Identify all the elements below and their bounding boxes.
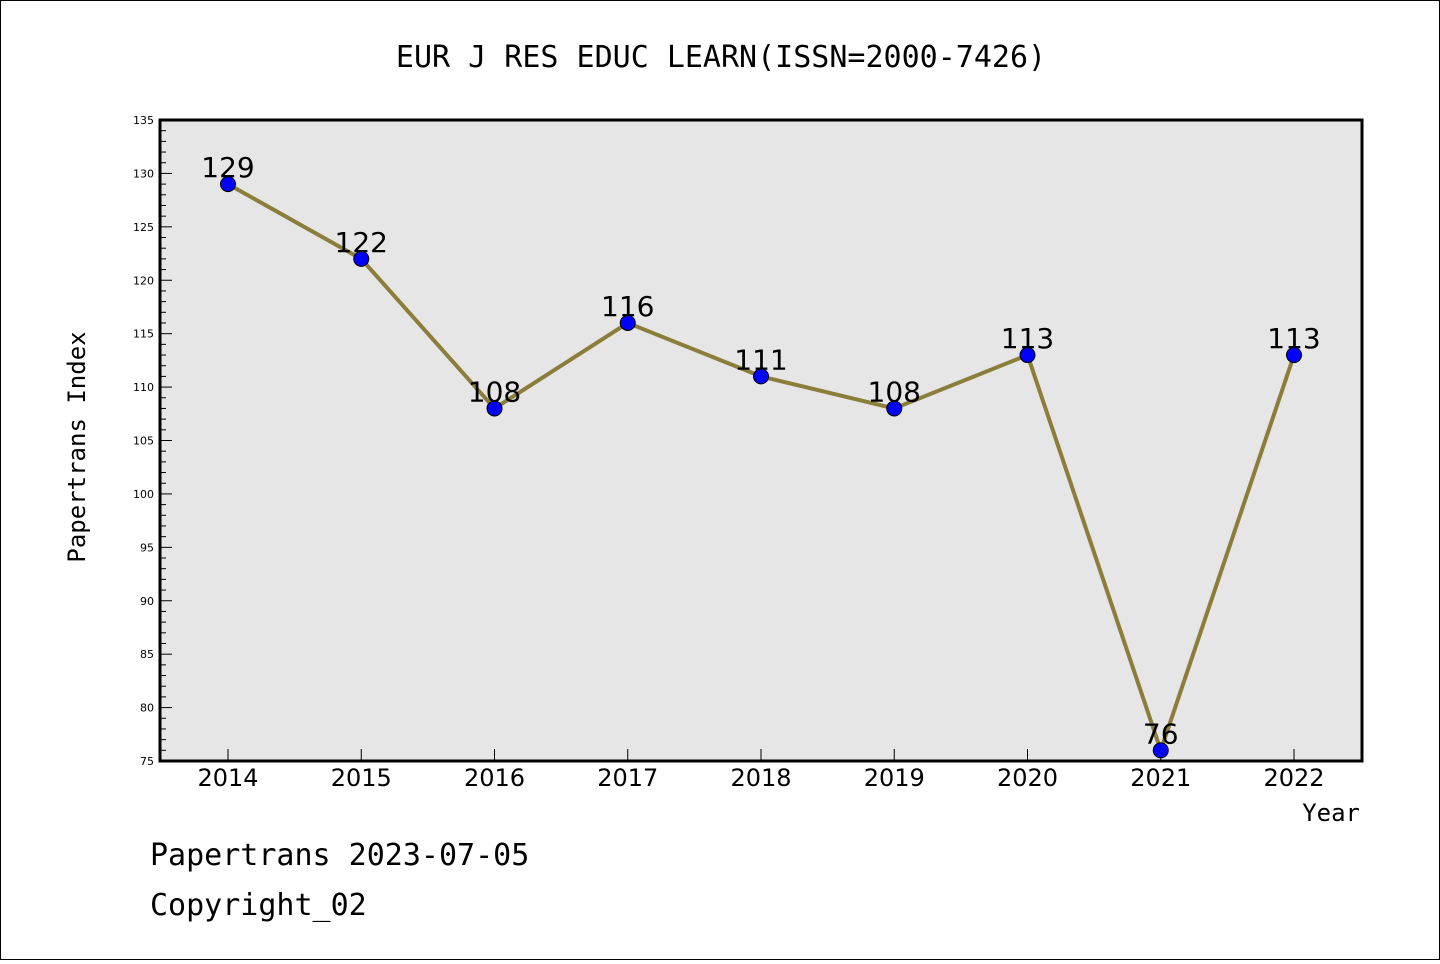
y-tick-label: 115: [133, 328, 154, 341]
data-label: 108: [868, 375, 921, 408]
series-layer: 129 122 108 116 111 108 113 76 113: [201, 151, 1321, 759]
y-tick-label: 80: [140, 702, 154, 715]
y-tick-label: 90: [140, 595, 154, 608]
x-tick-label: 2015: [331, 764, 392, 792]
data-label: 108: [468, 375, 521, 408]
y-tick-label: 135: [133, 114, 154, 127]
data-label: 111: [734, 343, 787, 376]
y-axis-label: Papertrans Index: [63, 331, 91, 562]
data-label: 113: [1001, 322, 1054, 355]
y-tick-label: 125: [133, 221, 154, 234]
y-tick-label: 120: [133, 274, 154, 287]
x-tick-label: 2020: [997, 764, 1058, 792]
data-point: [353, 250, 370, 267]
data-label: 113: [1267, 322, 1320, 355]
data-point: [1019, 347, 1036, 364]
y-tick-label: 105: [133, 435, 154, 448]
y-tick-label: 75: [140, 755, 154, 768]
data-point: [753, 368, 769, 385]
x-tick-label: 2017: [597, 764, 658, 792]
data-label: 129: [201, 151, 254, 184]
y-tick-label: 85: [140, 648, 154, 661]
data-label: 76: [1143, 717, 1179, 750]
y-axis: 75 80 85 90 95 100 105 110 115 120 125 130 135: [133, 114, 172, 768]
x-tick-label: 2016: [464, 764, 525, 792]
footer-copyright-label: Copyright_02: [150, 888, 367, 923]
data-point: [220, 176, 236, 193]
footer-date-label: Papertrans 2023-07-05: [150, 838, 529, 873]
data-point: [486, 400, 503, 417]
data-point: [1152, 742, 1169, 759]
y-tick-label: 130: [133, 167, 154, 180]
data-point: [1286, 347, 1302, 364]
x-tick-label: 2019: [864, 764, 925, 792]
x-axis-label: Year: [1302, 799, 1360, 827]
plot-area: [158, 118, 1364, 763]
y-tick-label: 95: [140, 541, 154, 554]
data-point: [619, 314, 636, 331]
data-label: 116: [601, 290, 654, 323]
data-point: [886, 400, 903, 417]
x-tick-label: 2014: [197, 764, 258, 792]
x-tick-label: 2022: [1263, 764, 1324, 792]
x-tick-label: 2021: [1130, 764, 1191, 792]
y-tick-label: 110: [133, 381, 154, 394]
x-axis: 2014 2015 2016 2017 2018 2019 2020 2021 2022: [197, 749, 1325, 792]
y-tick-label: 100: [133, 488, 154, 501]
data-label: 122: [335, 226, 388, 259]
x-tick-label: 2018: [730, 764, 791, 792]
chart-title: EUR J RES EDUC LEARN(ISSN=2000-7426): [396, 40, 1046, 75]
